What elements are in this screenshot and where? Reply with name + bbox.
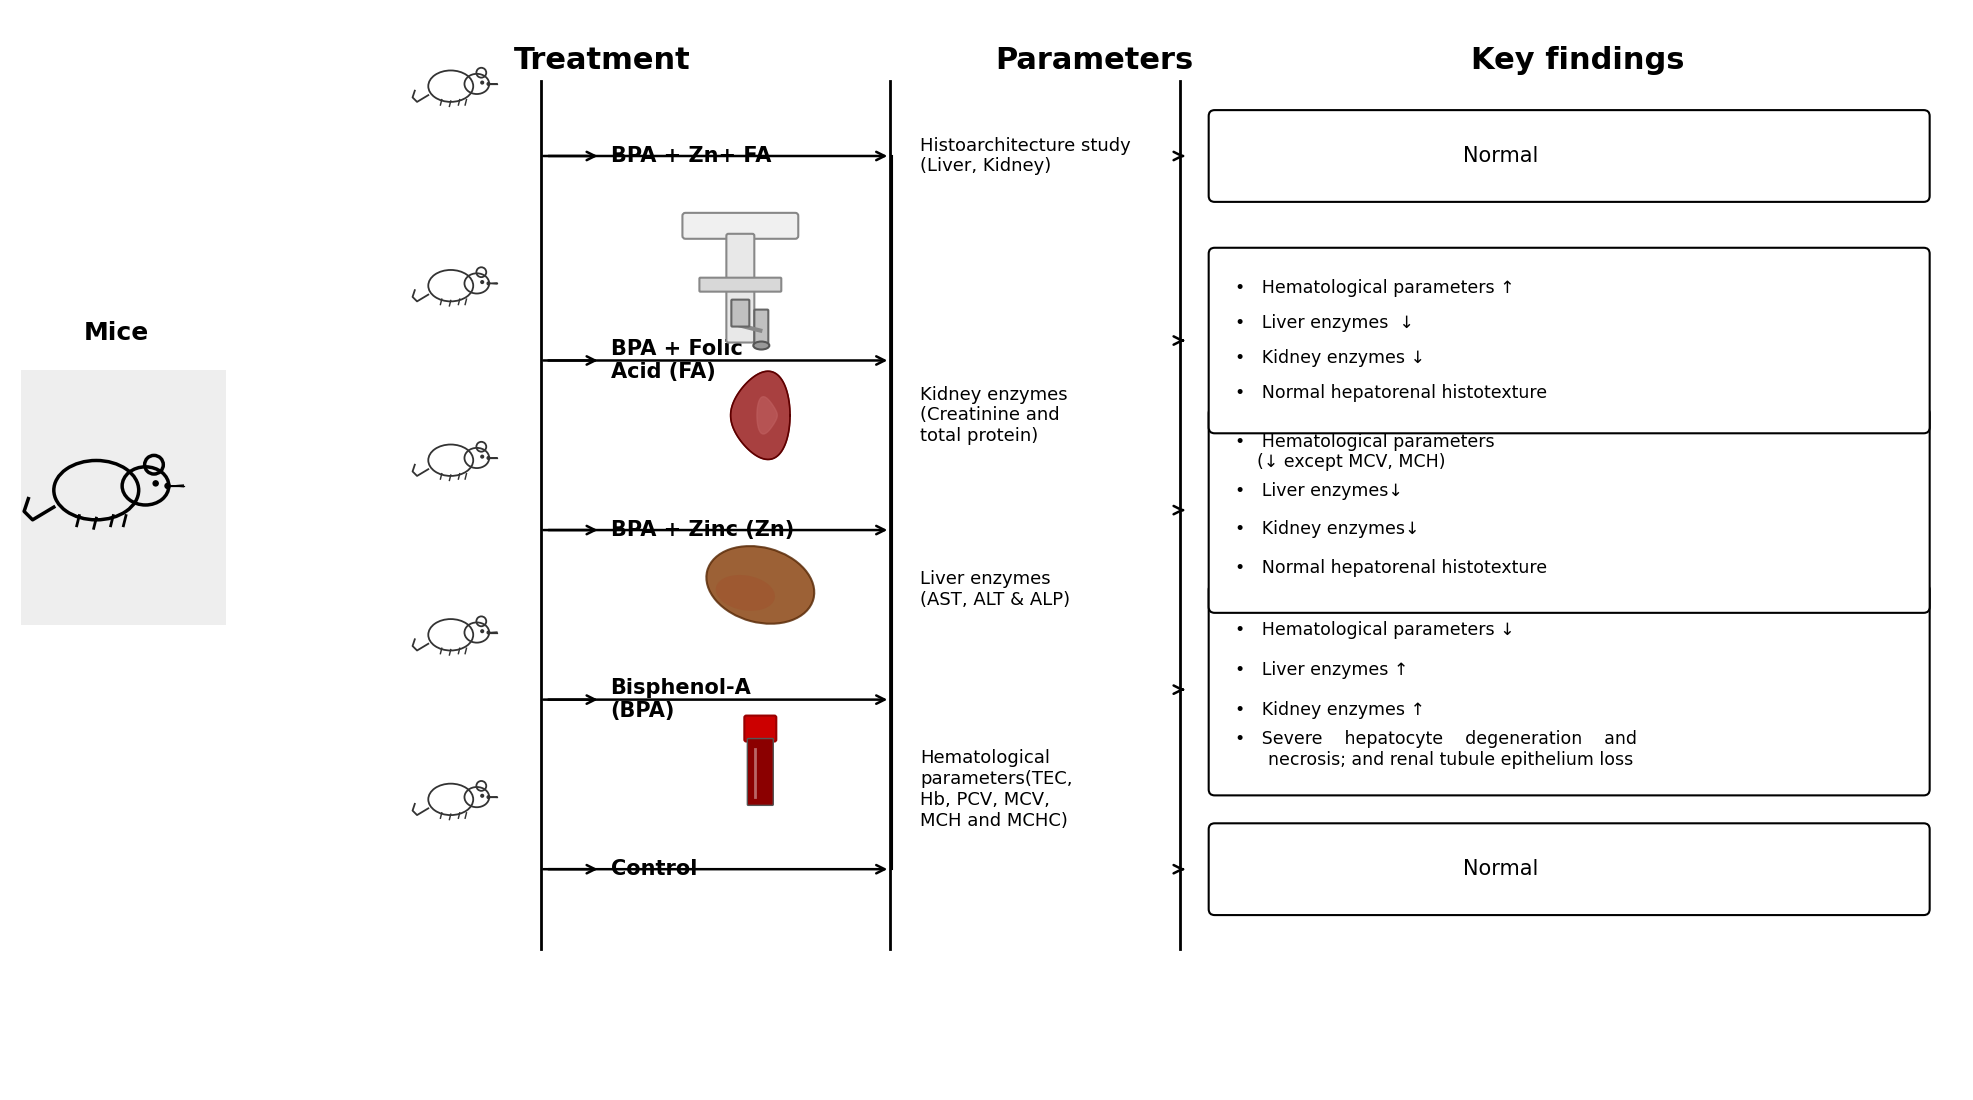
Circle shape [481,280,483,284]
FancyBboxPatch shape [1209,584,1930,795]
Text: BPA + Zn+ FA: BPA + Zn+ FA [610,146,771,166]
Circle shape [487,282,489,285]
Text: Kidney enzymes
(Creatinine and
total protein): Kidney enzymes (Creatinine and total pro… [919,385,1067,446]
Text: •   Severe    hepatocyte    degeneration    and
      necrosis; and renal tubule: • Severe hepatocyte degeneration and nec… [1235,730,1638,769]
Text: Normal: Normal [1462,859,1539,879]
Circle shape [154,481,158,486]
FancyBboxPatch shape [744,716,775,741]
Text: BPA + Folic
Acid (FA): BPA + Folic Acid (FA) [610,339,742,382]
Text: •   Liver enzymes ↑: • Liver enzymes ↑ [1235,661,1409,679]
Text: •   Hematological parameters ↓: • Hematological parameters ↓ [1235,620,1513,639]
FancyBboxPatch shape [1209,110,1930,202]
FancyBboxPatch shape [1209,407,1930,613]
Circle shape [487,631,489,634]
Text: Bisphenol-A
(BPA): Bisphenol-A (BPA) [610,678,752,722]
Text: •   Normal hepatorenal histotexture: • Normal hepatorenal histotexture [1235,559,1547,578]
FancyBboxPatch shape [22,371,227,625]
Circle shape [481,794,483,797]
Text: Histoarchitecture study
(Liver, Kidney): Histoarchitecture study (Liver, Kidney) [919,136,1131,175]
Text: •   Normal hepatorenal histotexture: • Normal hepatorenal histotexture [1235,384,1547,402]
Circle shape [481,630,483,632]
FancyBboxPatch shape [726,234,754,342]
Circle shape [487,456,489,460]
Text: Parameters: Parameters [996,46,1194,75]
Text: Hematological
parameters(TEC,
Hb, PCV, MCV,
MCH and MCHC): Hematological parameters(TEC, Hb, PCV, M… [919,749,1073,829]
Ellipse shape [754,341,769,350]
Text: •   Hematological parameters ↑: • Hematological parameters ↑ [1235,279,1513,297]
Ellipse shape [716,575,775,611]
Text: •   Kidney enzymes↓: • Kidney enzymes↓ [1235,520,1419,539]
FancyBboxPatch shape [1209,823,1930,915]
Text: •   Liver enzymes↓: • Liver enzymes↓ [1235,482,1403,499]
Polygon shape [758,397,777,434]
Circle shape [166,483,170,488]
Text: Normal: Normal [1462,146,1539,166]
Text: Mice: Mice [83,320,148,344]
Text: Control: Control [610,859,696,879]
FancyBboxPatch shape [748,738,773,805]
FancyBboxPatch shape [1209,248,1930,433]
Text: Treatment: Treatment [513,46,691,75]
Circle shape [487,82,489,86]
Text: •   Hematological parameters
    (↓ except MCV, MCH): • Hematological parameters (↓ except MCV… [1235,432,1494,472]
Text: •   Kidney enzymes ↑: • Kidney enzymes ↑ [1235,701,1425,718]
Text: BPA + Zinc (Zn): BPA + Zinc (Zn) [610,520,793,540]
FancyBboxPatch shape [732,299,750,327]
Text: •   Liver enzymes  ↓: • Liver enzymes ↓ [1235,315,1413,332]
Circle shape [481,81,483,84]
FancyBboxPatch shape [683,213,799,239]
Text: Key findings: Key findings [1470,46,1685,75]
Polygon shape [730,371,789,460]
Circle shape [481,455,483,458]
FancyBboxPatch shape [754,309,767,346]
Ellipse shape [706,546,815,624]
Text: Liver enzymes
(AST, ALT & ALP): Liver enzymes (AST, ALT & ALP) [919,571,1069,609]
FancyBboxPatch shape [698,277,781,292]
Circle shape [487,795,489,799]
Text: •   Kidney enzymes ↓: • Kidney enzymes ↓ [1235,349,1425,367]
